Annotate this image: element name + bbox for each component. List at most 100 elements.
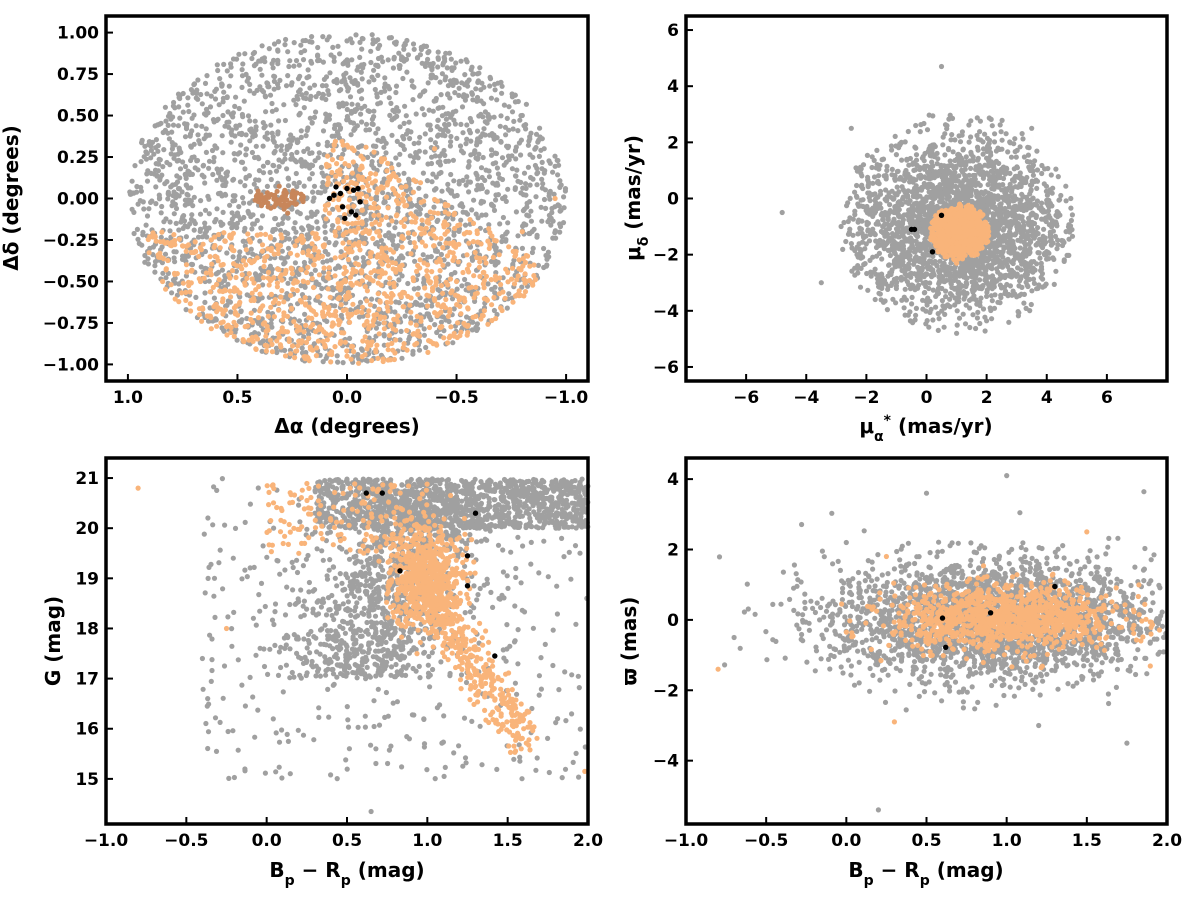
data-point (267, 169, 273, 175)
data-point (521, 123, 527, 129)
data-point (235, 151, 241, 157)
data-point (537, 125, 543, 131)
data-point (344, 57, 350, 63)
data-point (313, 353, 319, 359)
data-point (397, 267, 403, 273)
data-point (400, 289, 406, 295)
data-point (421, 326, 427, 332)
data-point (381, 199, 387, 205)
data-point (357, 54, 363, 61)
data-point (166, 136, 172, 142)
data-point (321, 301, 327, 307)
data-point (348, 356, 354, 362)
data-point (157, 239, 163, 245)
data-point (505, 279, 511, 285)
data-point (187, 301, 193, 307)
data-point (344, 185, 350, 192)
data-point (557, 229, 563, 235)
data-point (368, 171, 374, 177)
data-point (222, 191, 228, 197)
data-point (278, 294, 284, 300)
data-point (486, 174, 492, 180)
data-point (433, 235, 439, 241)
data-point (458, 311, 464, 317)
data-point (374, 94, 380, 100)
data-point (202, 220, 208, 226)
data-point (451, 211, 457, 218)
data-point (437, 324, 443, 330)
data-point (378, 282, 384, 288)
data-point (314, 219, 320, 225)
data-point (348, 343, 355, 349)
data-point (304, 75, 310, 81)
data-point (183, 234, 189, 240)
data-point (323, 331, 329, 337)
data-point (156, 157, 162, 163)
data-point (280, 215, 286, 222)
data-point (310, 198, 316, 204)
data-point (349, 101, 355, 107)
data-point (293, 170, 299, 177)
data-point (277, 227, 284, 233)
data-point (303, 133, 309, 139)
data-point (373, 130, 379, 136)
data-point (273, 201, 279, 207)
data-point (251, 90, 257, 96)
data-point (321, 265, 327, 271)
data-point (970, 312, 976, 318)
data-point (468, 138, 474, 144)
data-point (259, 213, 266, 219)
data-point (416, 148, 422, 154)
data-point (138, 159, 144, 165)
data-point (401, 170, 407, 176)
data-point (232, 309, 238, 315)
data-point (272, 148, 278, 154)
data-point (164, 159, 170, 166)
data-point (409, 202, 415, 208)
data-point (359, 354, 365, 360)
data-point (291, 225, 297, 231)
data-point (315, 141, 321, 147)
data-point (465, 305, 471, 311)
data-point (269, 130, 275, 136)
data-point (424, 268, 430, 274)
data-point (500, 289, 506, 295)
data-point (320, 92, 326, 98)
data-point (288, 265, 294, 271)
data-point (326, 306, 332, 312)
data-point (345, 256, 351, 263)
data-point (363, 144, 369, 150)
data-point (489, 202, 495, 208)
data-point (300, 57, 307, 63)
data-point (443, 158, 449, 164)
data-point (887, 252, 894, 259)
data-point (532, 162, 539, 169)
data-point (160, 278, 166, 285)
data-point (224, 250, 230, 256)
data-point (388, 295, 394, 301)
data-point (238, 319, 244, 325)
data-point (522, 280, 528, 286)
data-point (169, 129, 175, 135)
data-point (287, 250, 294, 256)
data-point (206, 196, 212, 202)
data-point (391, 356, 397, 363)
data-point (453, 278, 460, 285)
data-point (209, 261, 215, 267)
data-point (206, 211, 212, 217)
data-point (448, 271, 454, 278)
data-point (435, 64, 441, 70)
data-point (458, 58, 464, 64)
data-point (332, 273, 338, 279)
data-point (458, 148, 465, 154)
data-point (224, 332, 230, 338)
data-point (464, 332, 470, 338)
data-point (410, 41, 417, 47)
data-point (438, 319, 444, 325)
data-point (509, 265, 516, 271)
data-point (140, 199, 146, 205)
data-point (359, 347, 365, 353)
data-point (182, 134, 189, 140)
data-point (367, 254, 373, 260)
data-point (523, 222, 529, 228)
